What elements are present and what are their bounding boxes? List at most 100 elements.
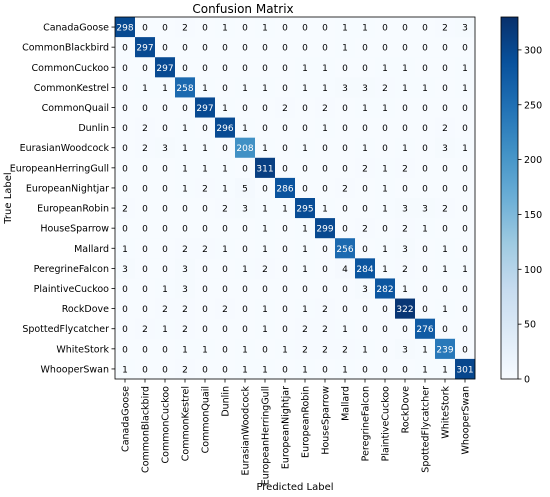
heatmap-cell (115, 258, 136, 279)
cell-value-label: 0 (402, 365, 408, 375)
heatmap-cell (415, 338, 436, 360)
cell-value-label: 0 (282, 24, 288, 34)
cell-value-label: 0 (282, 124, 288, 134)
cell-value-label: 2 (182, 245, 188, 255)
heatmap-cell (275, 117, 296, 138)
cell-value-label: 0 (342, 285, 348, 295)
cell-value-label: 0 (422, 124, 428, 134)
heatmap-cell (395, 198, 416, 219)
heatmap-cell (415, 137, 436, 159)
heatmap-cell (355, 17, 376, 38)
cell-value-label: 0 (442, 225, 448, 235)
cell-value-label: 2 (142, 144, 148, 154)
heatmap-cell (415, 117, 436, 138)
heatmap-cell (435, 198, 456, 219)
cell-value-label: 1 (342, 365, 348, 375)
x-tick-label: CommonCuckoo (161, 386, 172, 464)
heatmap-cell (175, 77, 196, 98)
cell-value-label: 1 (342, 24, 348, 34)
heatmap-cell (175, 318, 196, 340)
heatmap-cell (335, 338, 356, 360)
x-tick-label: EurasianWoodcock (241, 386, 252, 476)
y-tick-label: CommonQuail (42, 103, 109, 114)
y-tick-label: Dunlin (78, 123, 109, 134)
x-tick-label: WhooperSwan (461, 386, 472, 454)
heatmap-cell (255, 318, 276, 340)
cell-value-label: 0 (122, 345, 128, 355)
heatmap-cell (375, 57, 396, 78)
cell-value-label: 0 (342, 124, 348, 134)
cell-value-label: 2 (322, 104, 328, 114)
cell-value-label: 0 (422, 184, 428, 194)
cell-value-label: 0 (142, 205, 148, 215)
x-axis-label: Predicted Label (256, 482, 333, 493)
heatmap-cell (435, 157, 456, 179)
heatmap-cell (335, 117, 356, 138)
cell-value-label: 3 (402, 245, 408, 255)
heatmap-cell (455, 338, 476, 360)
heatmap-cell (295, 97, 316, 118)
cell-value-label: 0 (462, 305, 468, 315)
cell-value-label: 1 (242, 265, 248, 275)
cell-value-label: 0 (402, 24, 408, 34)
cell-value-label: 0 (222, 144, 228, 154)
heatmap-cell (135, 17, 156, 38)
cell-value-label: 0 (122, 184, 128, 194)
heatmap-cell (235, 198, 256, 219)
cell-value-label: 1 (402, 285, 408, 295)
x-tick-label: HouseSparrow (321, 386, 332, 455)
cell-value-label: 1 (122, 365, 128, 375)
cell-value-label: 0 (402, 104, 408, 114)
cell-value-label: 1 (322, 64, 328, 74)
heatmap-cell (335, 17, 356, 38)
heatmap-cell (375, 137, 396, 159)
heatmap-cell (235, 117, 256, 138)
heatmap-cell (115, 318, 136, 340)
heatmap-cell (175, 57, 196, 78)
cell-value-label: 0 (282, 285, 288, 295)
cell-value-label: 2 (182, 24, 188, 34)
cell-value-label: 0 (162, 44, 168, 54)
heatmap-cell (275, 318, 296, 340)
cell-value-label: 1 (422, 84, 428, 94)
cell-value-label: 0 (182, 225, 188, 235)
cell-value-label: 0 (162, 345, 168, 355)
heatmap-cell (135, 117, 156, 138)
heatmap-cell (255, 298, 276, 319)
colorbar-tick-label: 100 (524, 265, 542, 276)
cell-value-label: 1 (442, 305, 448, 315)
heatmap-cell (395, 218, 416, 239)
cell-value-label: 0 (242, 64, 248, 74)
heatmap-cell (255, 97, 276, 118)
heatmap-cell (215, 117, 236, 138)
cell-value-label: 0 (402, 44, 408, 54)
cell-value-label: 0 (222, 44, 228, 54)
cell-value-label: 0 (242, 225, 248, 235)
cell-value-label: 1 (382, 205, 388, 215)
heatmap-cell (215, 157, 236, 179)
cell-value-label: 0 (222, 325, 228, 335)
heatmap-cell (175, 298, 196, 319)
cell-value-label: 1 (342, 44, 348, 54)
heatmap-cell (335, 258, 356, 279)
cell-value-label: 1 (262, 365, 268, 375)
cell-value-label: 2 (442, 124, 448, 134)
cell-value-label: 1 (182, 144, 188, 154)
cell-value-label: 0 (122, 164, 128, 174)
heatmap-cell (215, 198, 236, 219)
heatmap-cell (375, 177, 396, 199)
cell-value-label: 0 (282, 265, 288, 275)
heatmap-cell (315, 318, 336, 340)
heatmap-cell (195, 177, 216, 199)
cell-value-label: 298 (116, 24, 133, 34)
x-tick-label: EuropeanRobin (301, 386, 312, 458)
cell-value-label: 0 (442, 164, 448, 174)
heatmap-cell (255, 137, 276, 159)
heatmap-cell (175, 137, 196, 159)
cell-value-label: 0 (422, 144, 428, 154)
cell-value-label: 0 (182, 205, 188, 215)
heatmap-cell (215, 17, 236, 38)
cell-value-label: 2 (402, 225, 408, 235)
heatmap-cell (175, 157, 196, 179)
cell-value-label: 1 (222, 245, 228, 255)
